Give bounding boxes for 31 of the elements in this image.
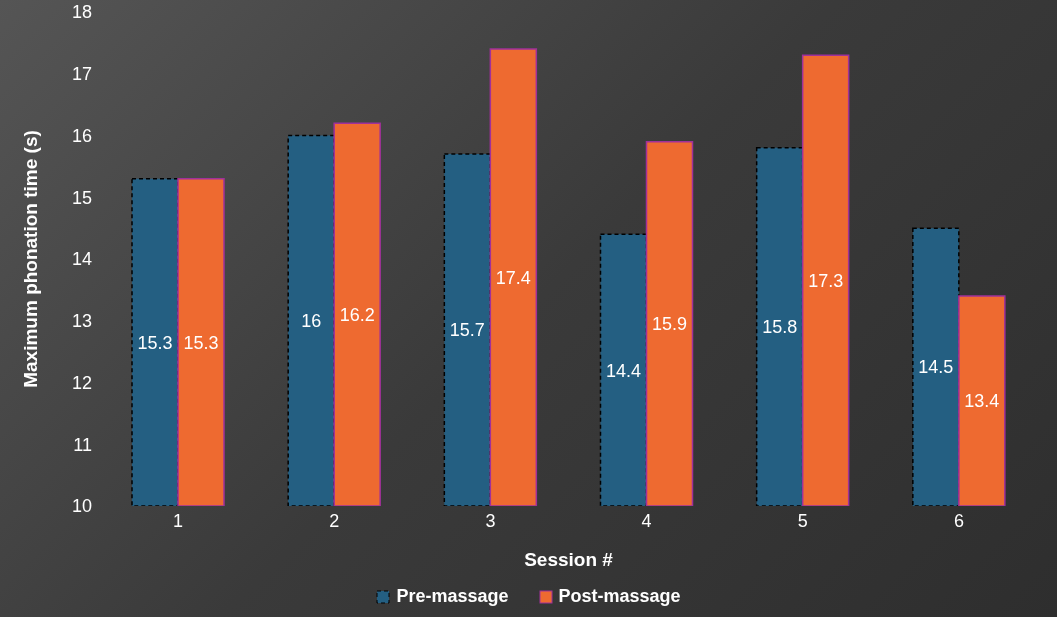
y-tick-label: 10 <box>71 496 92 517</box>
data-label: 15.3 <box>183 332 219 353</box>
y-tick-label: 12 <box>71 372 92 393</box>
x-tick-label: 4 <box>641 510 652 531</box>
x-tick-label: 2 <box>329 510 340 531</box>
data-label: 16.2 <box>339 304 375 325</box>
y-tick-label: 15 <box>71 187 92 208</box>
data-label: 15.3 <box>137 332 173 353</box>
x-tick-label: 6 <box>953 510 964 531</box>
y-tick-label: 17 <box>71 64 92 85</box>
data-label: 14.5 <box>918 357 954 378</box>
data-label: 16 <box>301 311 322 332</box>
y-tick-label: 16 <box>71 125 92 146</box>
data-label: 15.8 <box>762 317 798 338</box>
y-axis-title: Maximum phonation time (s) <box>19 130 41 388</box>
legend-label: Post-massage <box>558 586 681 607</box>
x-tick-label: 1 <box>173 510 184 531</box>
x-tick-label: 3 <box>485 510 496 531</box>
x-axis-title: Session # <box>524 549 614 570</box>
y-tick-label: 14 <box>71 249 92 270</box>
data-label: 17.3 <box>808 271 844 291</box>
x-tick-label: 5 <box>797 510 808 531</box>
data-label: 17.4 <box>495 267 531 288</box>
y-tick-label: 18 <box>71 2 92 23</box>
y-tick-label: 13 <box>71 311 92 332</box>
data-label: 14.4 <box>605 360 642 381</box>
y-tick-label: 11 <box>73 434 92 455</box>
legend-label: Pre-massage <box>396 586 509 607</box>
data-label: 15.9 <box>651 314 688 335</box>
data-label: 13.4 <box>964 391 1000 412</box>
data-label: 15.7 <box>449 320 485 341</box>
